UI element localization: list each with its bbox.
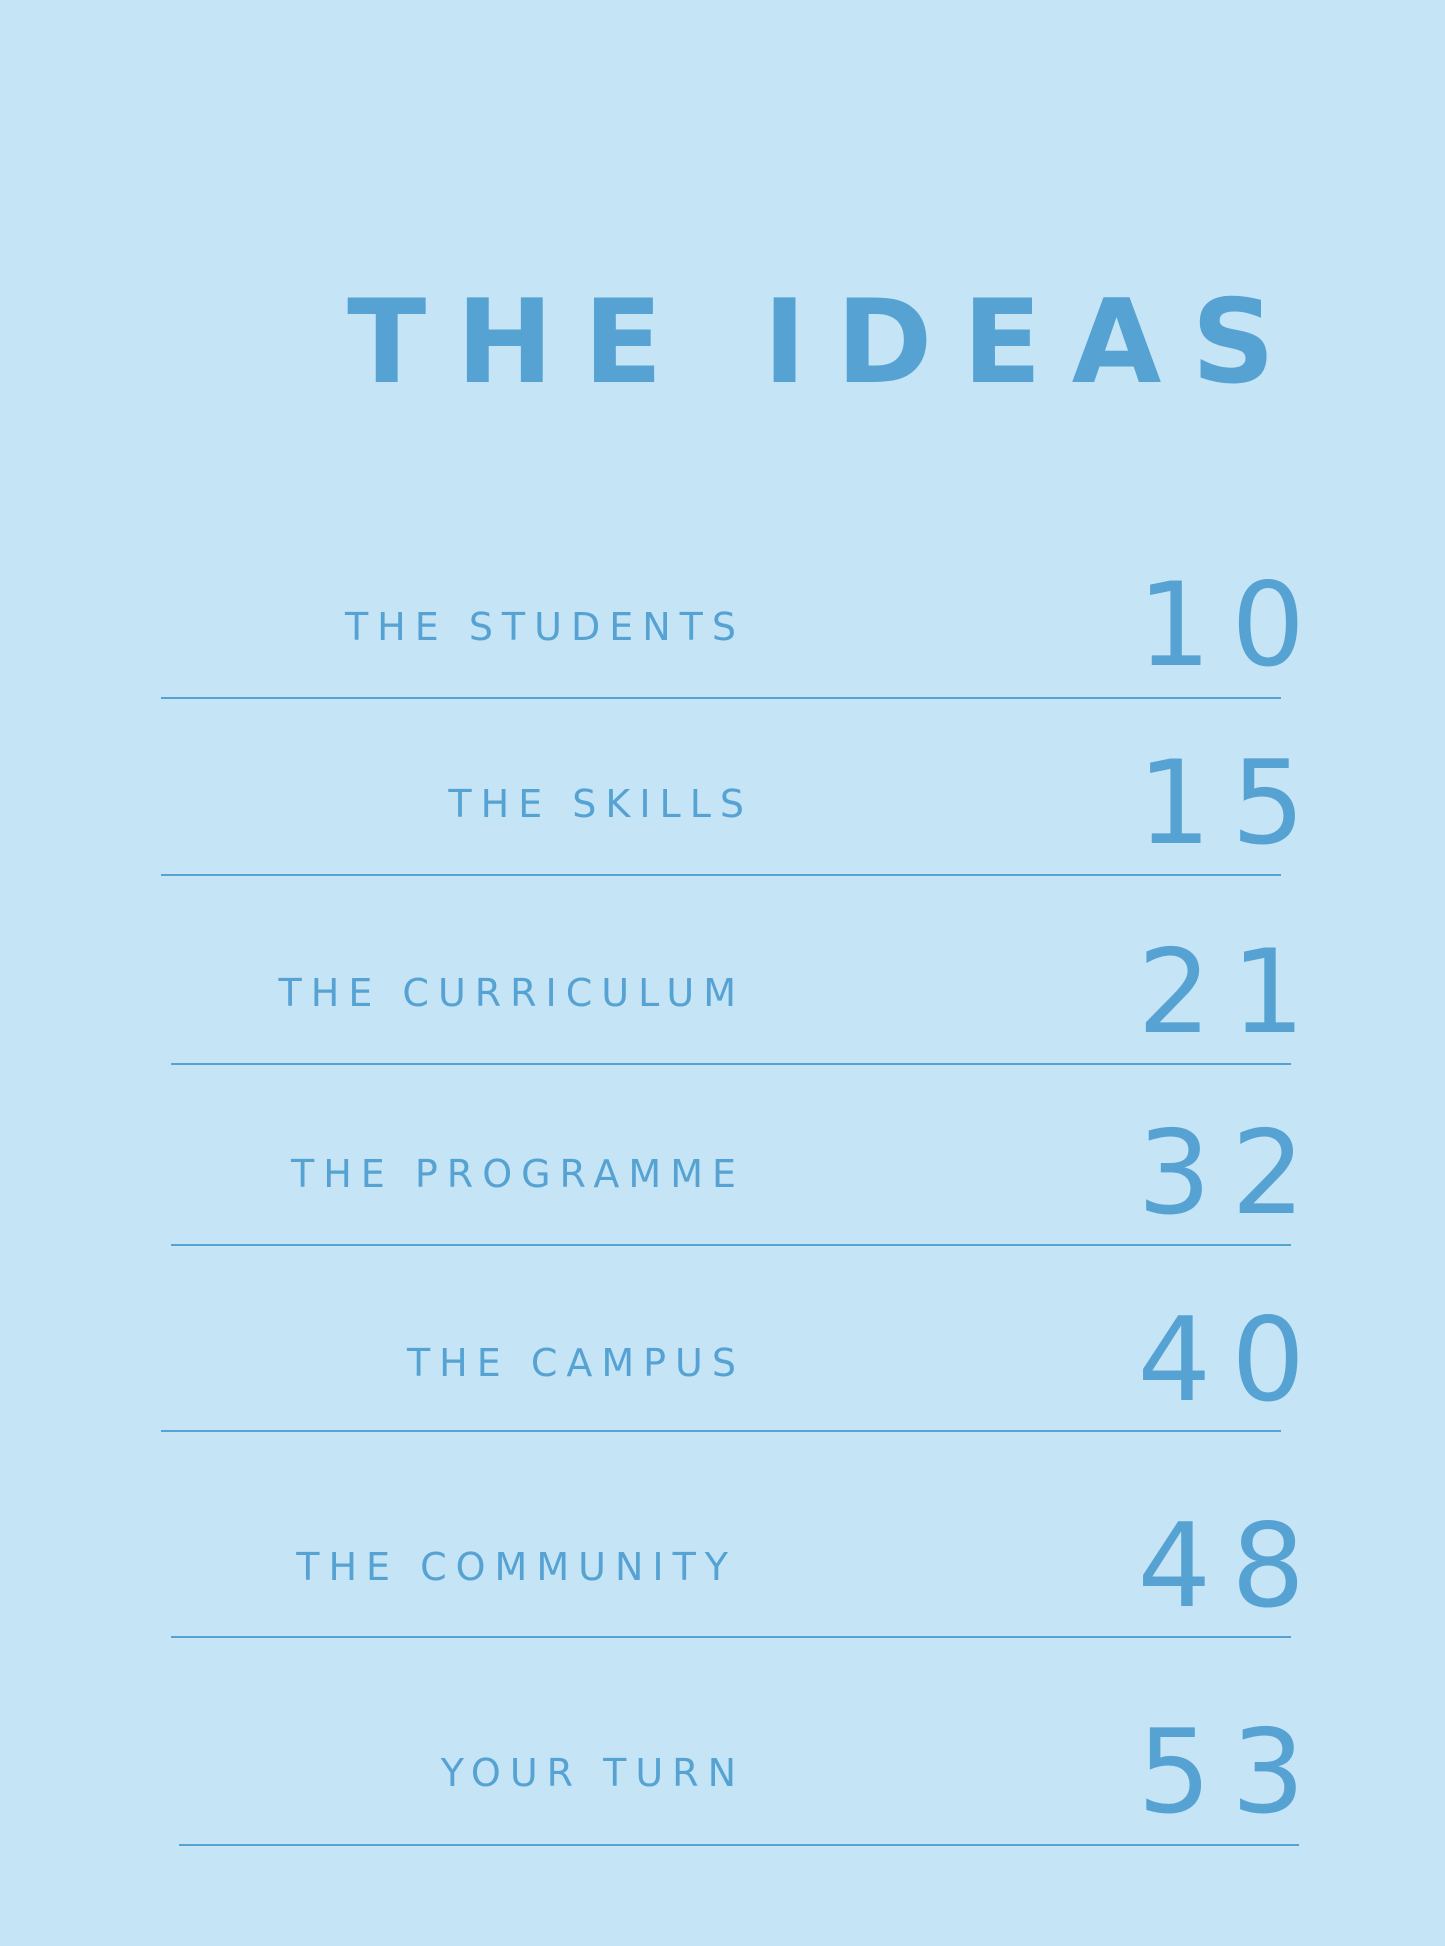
toc-page-number: 10 <box>1137 558 1325 693</box>
divider <box>179 1844 1299 1846</box>
divider <box>161 874 1281 876</box>
toc-page-number: 32 <box>1137 1106 1325 1241</box>
toc-page-number: 21 <box>1137 925 1325 1060</box>
divider <box>171 1636 1291 1638</box>
toc-label[interactable]: THE CURRICULUM <box>278 971 745 1015</box>
divider <box>171 1063 1291 1065</box>
toc-label[interactable]: THE SKILLS <box>448 782 753 826</box>
toc-label[interactable]: YOUR TURN <box>440 1751 745 1795</box>
toc-label[interactable]: THE COMMUNITY <box>296 1545 737 1589</box>
toc-label[interactable]: THE CAMPUS <box>406 1341 745 1385</box>
divider <box>161 1430 1281 1432</box>
toc-page-number: 53 <box>1137 1705 1325 1840</box>
toc-page-number: 15 <box>1137 736 1325 871</box>
toc-label[interactable]: THE PROGRAMME <box>291 1152 745 1196</box>
toc-page-number: 48 <box>1137 1499 1325 1634</box>
divider <box>161 697 1281 699</box>
divider <box>171 1244 1291 1246</box>
page-title: THE IDEAS <box>347 275 1305 410</box>
toc-label[interactable]: THE STUDENTS <box>344 605 745 649</box>
toc-page-number: 40 <box>1137 1293 1325 1428</box>
